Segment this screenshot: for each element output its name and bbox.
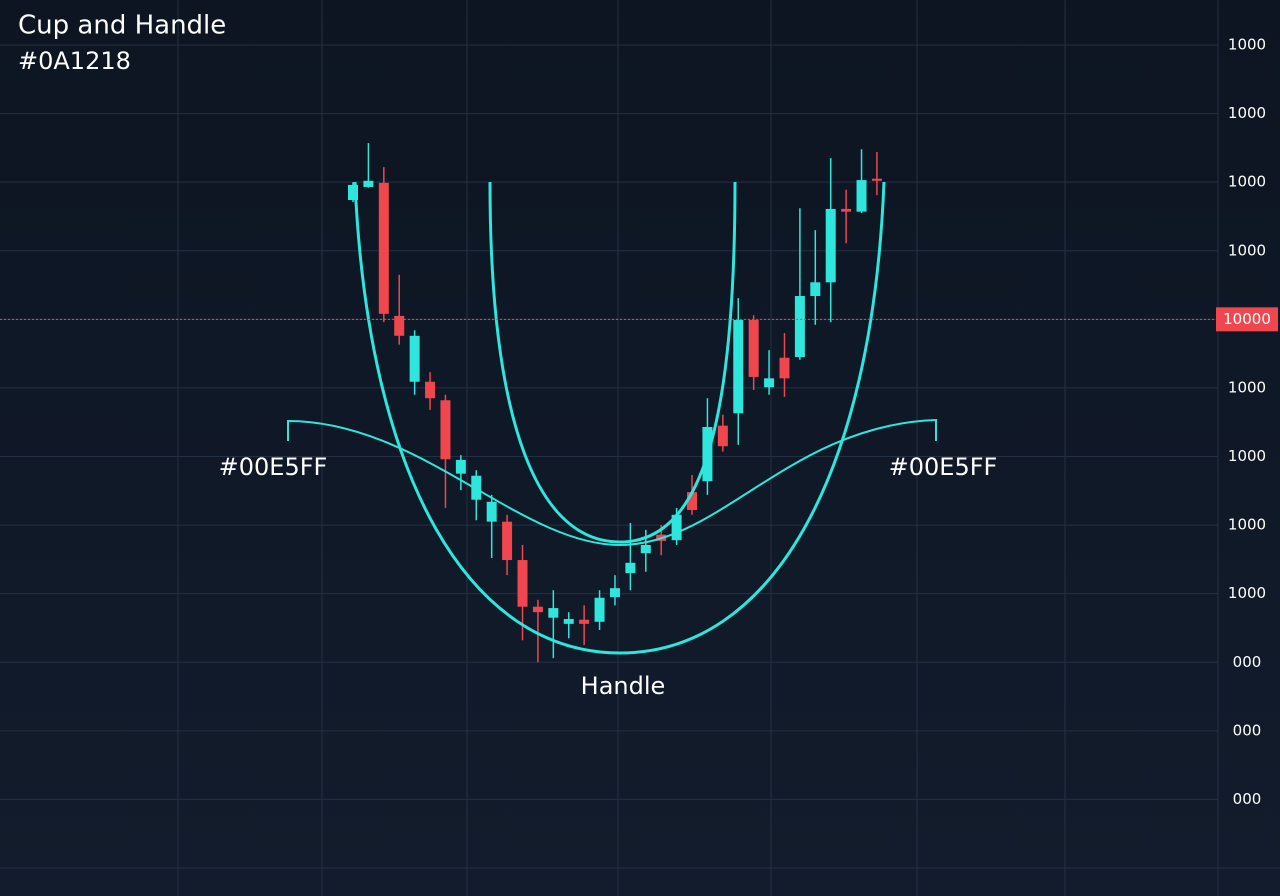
candle-body (625, 562, 636, 574)
candle-body (548, 608, 559, 618)
candle-body (455, 459, 466, 474)
candle-body (640, 544, 651, 554)
y-tick-label: 1000 (1228, 241, 1266, 259)
annotation: #00E5FF (889, 453, 998, 481)
candle-body (841, 208, 852, 212)
y-tick-label: 1000 (1228, 584, 1266, 602)
pattern-overlay (287, 181, 937, 655)
candle-body (425, 381, 436, 399)
chart-subtitle: #0A1218 (18, 47, 131, 75)
candles (348, 143, 882, 663)
y-tick-label: 1000 (1228, 447, 1266, 465)
candle-body (779, 357, 790, 379)
y-tick-label: 1000 (1228, 36, 1266, 54)
y-tick-label: 1000 (1228, 173, 1266, 191)
y-tick-label: 000 (1233, 653, 1262, 671)
candle-body (825, 208, 836, 283)
candle-body (594, 597, 605, 622)
y-tick-label: 000 (1233, 721, 1262, 739)
current-price-box (1216, 307, 1278, 332)
candle-body (409, 335, 420, 382)
candle-body (378, 182, 389, 314)
candle-body (532, 606, 543, 613)
candle-body (471, 475, 482, 500)
candle-body (348, 184, 358, 200)
candle-body (486, 501, 497, 522)
candle-body (671, 514, 682, 541)
candle-body (394, 315, 405, 336)
price-axis: 1000 1000 1000 1000 10000 1000 1000 1000 1000 000… (0, 36, 1278, 808)
candle-body (748, 320, 759, 377)
y-tick-label: 000 (1233, 790, 1262, 808)
y-tick-label: 1000 (1228, 516, 1266, 534)
chart-title: Cup and Handle (18, 11, 226, 41)
y-tick-label: 10000 (1223, 310, 1271, 328)
candle-body (733, 320, 744, 414)
annotation: Handle (581, 672, 666, 700)
candle-body (609, 588, 620, 598)
candle-body (856, 180, 867, 212)
candle-body (363, 180, 374, 187)
annotation: #00E5FF (219, 453, 328, 481)
y-tick-label: 1000 (1228, 378, 1266, 396)
candle-body (810, 282, 821, 297)
candle-body (871, 178, 882, 181)
candle-body (502, 521, 513, 561)
candle-body (563, 619, 574, 624)
candle-body (579, 619, 590, 624)
handle-curve (287, 418, 937, 547)
candle-body (440, 400, 451, 460)
inner-curve (488, 181, 737, 544)
cup-curve (353, 181, 886, 655)
candle-body (717, 425, 728, 447)
y-tick-label: 1000 (1228, 104, 1266, 122)
candle-body (517, 560, 528, 607)
candle-body (764, 378, 775, 388)
candle-body (687, 492, 698, 510)
candle-body (794, 296, 805, 358)
